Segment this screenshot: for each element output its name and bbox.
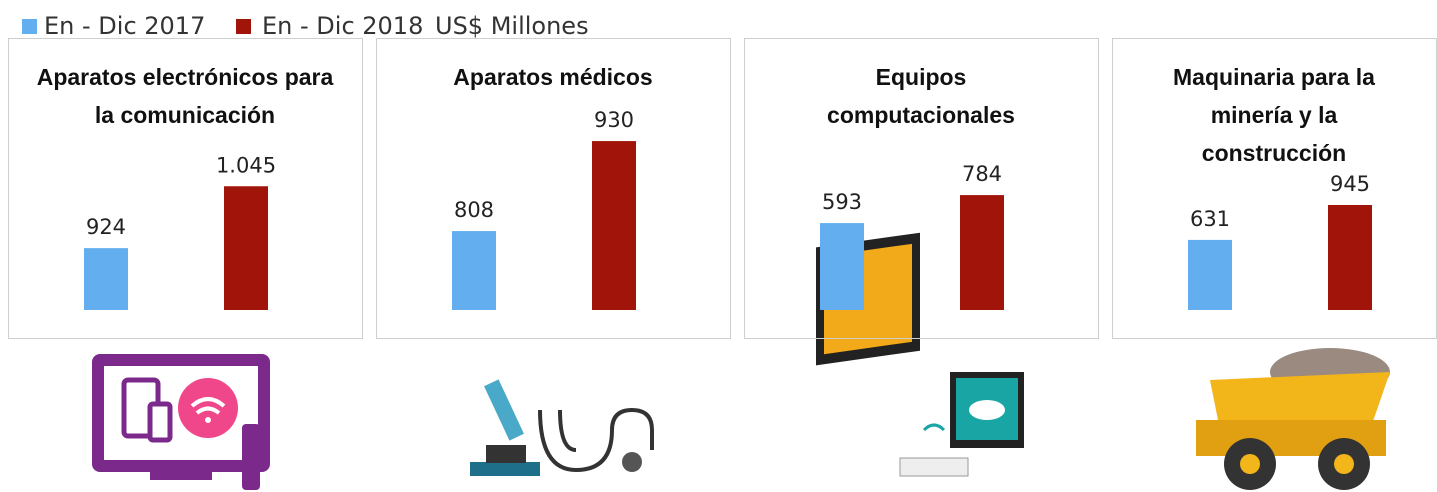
bar xyxy=(224,186,268,310)
bar xyxy=(592,141,636,310)
bar xyxy=(820,223,864,310)
legend-swatch xyxy=(22,19,37,34)
value-label: 930 xyxy=(594,108,634,132)
value-label: 784 xyxy=(962,162,1002,186)
value-label: 631 xyxy=(1190,207,1230,231)
icon-truck xyxy=(1196,348,1390,490)
chart-title: Maquinaria para la minería y la construc… xyxy=(1139,58,1409,172)
value-label: 924 xyxy=(86,215,126,239)
legend-text: En - Dic 2018 xyxy=(262,12,423,40)
chart-title: Aparatos electrónicos para la comunicaci… xyxy=(25,58,345,134)
bar xyxy=(1188,240,1232,310)
value-label: 808 xyxy=(454,198,494,222)
page: En - Dic 2017 En - Dic 2018 US$ Millones 92… xyxy=(0,0,1437,492)
unit-label: US$ Millones xyxy=(435,12,589,40)
value-label: 593 xyxy=(822,190,862,214)
bar xyxy=(960,195,1004,310)
legend-text: En - Dic 2017 xyxy=(44,12,205,40)
legend-swatch xyxy=(236,19,251,34)
chart-title: Equipos computacionales xyxy=(796,58,1046,134)
bar xyxy=(452,231,496,310)
bar xyxy=(1328,205,1372,310)
value-label: 945 xyxy=(1330,172,1370,196)
value-label: 1.045 xyxy=(216,153,276,177)
bar xyxy=(84,248,128,310)
icon-tv xyxy=(92,354,270,490)
icon-medical xyxy=(470,379,652,476)
chart-title: Aparatos médicos xyxy=(393,58,713,96)
